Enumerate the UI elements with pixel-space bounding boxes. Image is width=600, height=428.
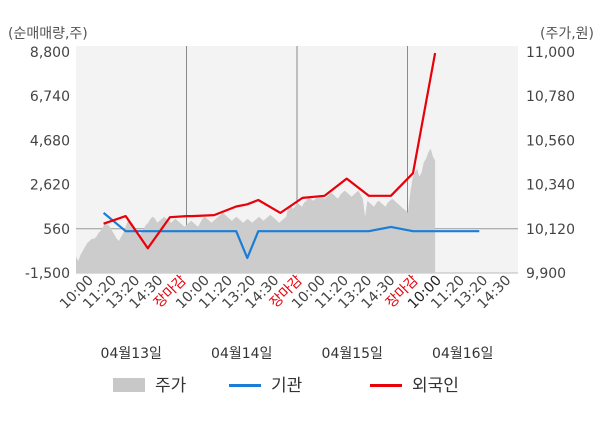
legend-swatch-price: [113, 378, 145, 392]
right-axis: 11,000 10,780 10,560 10,340 10,120 9,900: [526, 45, 575, 282]
left-tick-label: 560: [43, 222, 70, 238]
series-lines: [102, 52, 480, 260]
legend-label: 외국인: [412, 376, 459, 396]
left-tick-label: -1,500: [25, 266, 70, 282]
left-tick-label: 8,800: [30, 45, 70, 61]
right-tick-label: 9,900: [526, 266, 566, 282]
left-unit-label: (순매매량,주): [8, 26, 88, 42]
date-label: 04월13일: [101, 346, 162, 362]
series-line-0: [102, 212, 480, 260]
x-axis: 10:0011:2013:2014:30장마감10:0011:2013:2014…: [57, 272, 514, 312]
legend-swatch-line: [229, 384, 261, 387]
right-unit-label: (주가,원): [540, 26, 594, 42]
left-axis: 8,800 6,740 4,680 2,620 560 -1,500: [25, 45, 70, 282]
date-label: 04월16일: [432, 346, 493, 362]
legend: 주가 기관 외국인: [113, 376, 459, 396]
legend-swatch-line: [370, 384, 402, 387]
right-tick-label: 10,560: [526, 133, 575, 149]
right-tick-label: 10,120: [526, 222, 575, 238]
legend-label: 주가: [155, 376, 187, 396]
right-tick-label: 11,000: [526, 45, 575, 61]
left-tick-label: 4,680: [30, 133, 70, 149]
price-area-shape: [76, 148, 436, 273]
legend-label: 기관: [271, 376, 302, 396]
right-tick-label: 10,780: [526, 89, 575, 105]
date-label: 04월14일: [211, 346, 272, 362]
series-line-1: [103, 52, 437, 250]
left-tick-label: 6,740: [30, 89, 70, 105]
date-label: 04월15일: [322, 346, 383, 362]
price-series-area: [76, 148, 436, 273]
left-tick-label: 2,620: [30, 178, 70, 194]
date-labels: 04월13일 04월14일 04월15일 04월16일: [101, 346, 494, 362]
right-tick-label: 10,340: [526, 178, 575, 194]
